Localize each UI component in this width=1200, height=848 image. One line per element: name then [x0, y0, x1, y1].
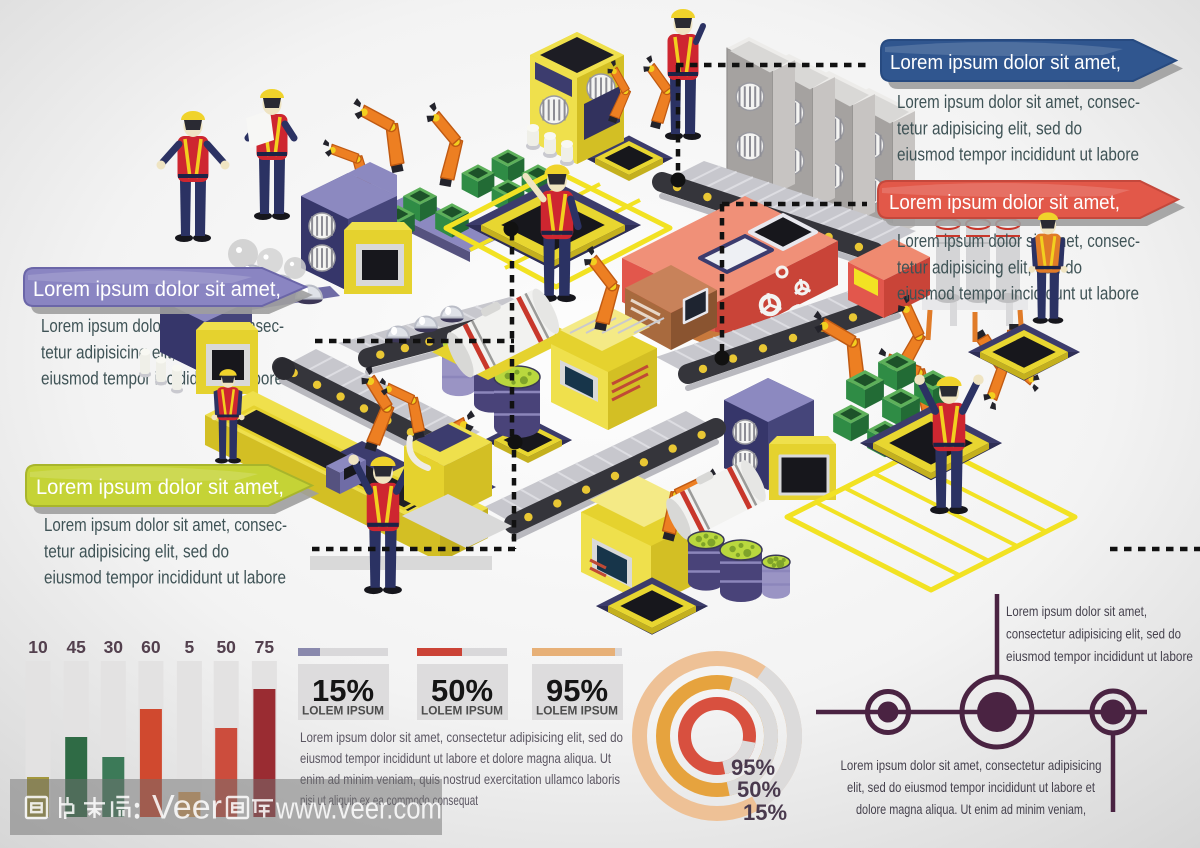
svg-text:30: 30 [104, 637, 124, 657]
svg-text:75: 75 [255, 637, 275, 657]
svg-text:Veer: Veer [152, 789, 222, 827]
svg-text:eiusmod tempor incididunt ut l: eiusmod tempor incididunt ut labore et d… [300, 750, 611, 766]
svg-text:60: 60 [141, 637, 161, 657]
svg-text:Lorem ipsum dolor sit amet,: Lorem ipsum dolor sit amet, [1006, 603, 1147, 619]
svg-text:eiusmod tempor incididunt ut l: eiusmod tempor incididunt ut labore [897, 144, 1139, 165]
svg-text:50%: 50% [737, 777, 781, 802]
svg-text:15%: 15% [743, 800, 787, 825]
svg-text:Lorem ipsum dolor sit amet, co: Lorem ipsum dolor sit amet, consectetur … [841, 757, 1102, 773]
svg-text:Lorem ipsum dolor sit amet, co: Lorem ipsum dolor sit amet, consec- [897, 91, 1140, 112]
svg-text:Lorem ipsum dolor sit amet, co: Lorem ipsum dolor sit amet, consec- [44, 514, 287, 535]
svg-text:eiusmod tempor incididunt ut l: eiusmod tempor incididunt ut labore [1006, 648, 1193, 664]
svg-text:www.veer.com: www.veer.com [275, 791, 442, 826]
svg-text:tetur adipisicing elit, sed do: tetur adipisicing elit, sed do [44, 540, 229, 561]
svg-text:LOLEM IPSUM: LOLEM IPSUM [536, 704, 618, 718]
svg-text:Lorem ipsum dolor sit amet,: Lorem ipsum dolor sit amet, [36, 476, 284, 499]
svg-text:95%: 95% [731, 755, 775, 780]
svg-text:Lorem ipsum dolor sit amet, co: Lorem ipsum dolor sit amet, consectetur … [300, 729, 623, 745]
svg-text:45: 45 [66, 637, 86, 657]
svg-text:5: 5 [185, 637, 195, 657]
svg-text:15%: 15% [312, 673, 374, 708]
svg-text:Lorem ipsum dolor sit amet,: Lorem ipsum dolor sit amet, [890, 51, 1121, 74]
svg-text:eiusmod tempor incididunt ut l: eiusmod tempor incididunt ut labore [44, 567, 286, 588]
svg-text:Lorem ipsum dolor sit amet, co: Lorem ipsum dolor sit amet, consec- [897, 230, 1140, 251]
svg-text:50: 50 [216, 637, 236, 657]
svg-text:Lorem ipsum dolor sit amet,: Lorem ipsum dolor sit amet, [889, 191, 1120, 214]
svg-text:consectetur adipisicing elit,: consectetur adipisicing elit, sed do [1006, 626, 1181, 642]
svg-text:tetur adipisicing elit, sed do: tetur adipisicing elit, sed do [897, 117, 1082, 138]
svg-text:LOLEM IPSUM: LOLEM IPSUM [302, 704, 384, 718]
svg-text:95%: 95% [546, 673, 608, 708]
svg-text:elit, sed do eiusmod tempor in: elit, sed do eiusmod tempor incididunt u… [847, 779, 1095, 795]
svg-text:dolore magna aliqua. Ut enim a: dolore magna aliqua. Ut enim ad minim ve… [856, 801, 1086, 817]
svg-text:LOLEM IPSUM: LOLEM IPSUM [421, 704, 503, 718]
svg-text:Lorem ipsum dolor sit amet,: Lorem ipsum dolor sit amet, [33, 278, 281, 301]
svg-text:50%: 50% [431, 673, 493, 708]
svg-text:eiusmod tempor incididunt ut l: eiusmod tempor incididunt ut labore [897, 283, 1139, 304]
svg-text:10: 10 [28, 637, 48, 657]
